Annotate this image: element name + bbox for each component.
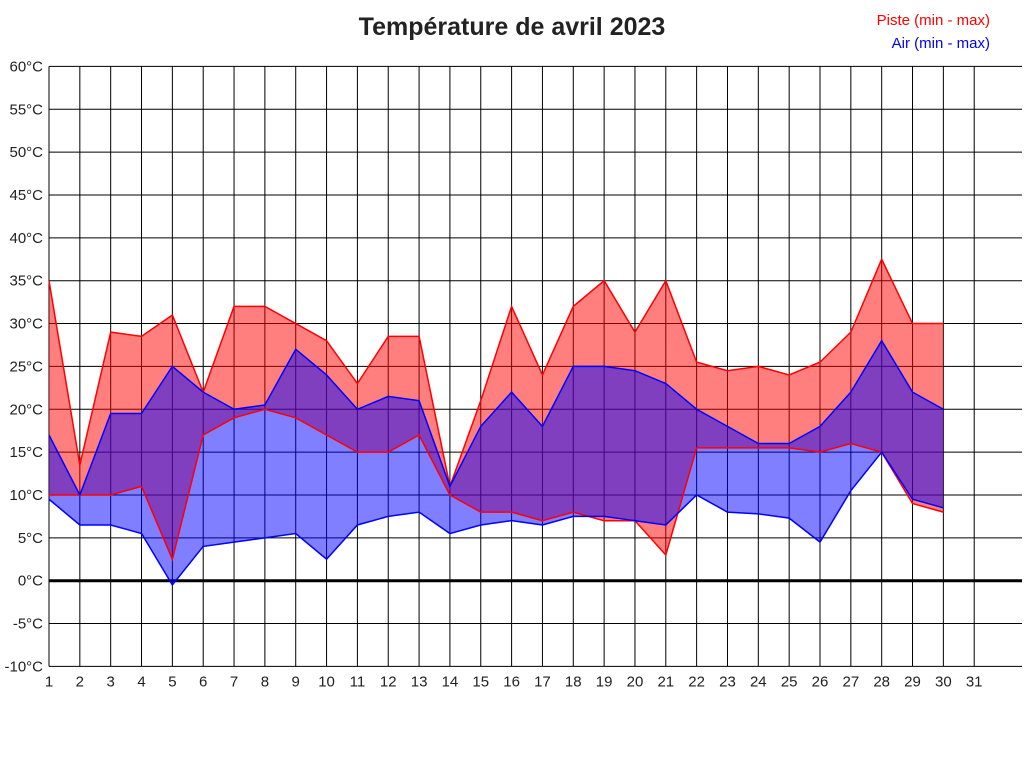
svg-text:55°C: 55°C (9, 101, 43, 118)
svg-text:30°C: 30°C (9, 316, 43, 333)
svg-text:10°C: 10°C (9, 487, 43, 504)
svg-text:12: 12 (380, 673, 397, 690)
svg-text:5°C: 5°C (18, 530, 43, 547)
svg-text:30: 30 (935, 673, 952, 690)
svg-text:8: 8 (261, 673, 269, 690)
svg-text:13: 13 (411, 673, 428, 690)
svg-text:28: 28 (873, 673, 890, 690)
svg-text:11: 11 (350, 673, 366, 690)
svg-text:27: 27 (842, 673, 859, 690)
svg-text:15: 15 (472, 673, 489, 690)
svg-text:7: 7 (230, 673, 238, 690)
svg-text:6: 6 (199, 673, 207, 690)
svg-text:22: 22 (688, 673, 705, 690)
svg-text:19: 19 (596, 673, 613, 690)
svg-text:5: 5 (168, 673, 176, 690)
svg-text:4: 4 (137, 673, 145, 690)
svg-text:25°C: 25°C (9, 358, 43, 375)
svg-text:45°C: 45°C (9, 187, 43, 204)
svg-text:60°C: 60°C (9, 58, 43, 75)
svg-text:9: 9 (292, 673, 300, 690)
svg-text:23: 23 (719, 673, 736, 690)
svg-text:15°C: 15°C (9, 444, 43, 461)
svg-text:-5°C: -5°C (13, 616, 43, 633)
svg-text:10: 10 (318, 673, 335, 690)
svg-text:1: 1 (45, 673, 53, 690)
svg-text:20°C: 20°C (9, 401, 43, 418)
svg-text:25: 25 (781, 673, 798, 690)
svg-text:-10°C: -10°C (4, 658, 43, 675)
svg-text:24: 24 (750, 673, 767, 690)
svg-text:0°C: 0°C (18, 573, 43, 590)
svg-text:14: 14 (442, 673, 459, 690)
svg-text:29: 29 (904, 673, 921, 690)
svg-text:3: 3 (107, 673, 115, 690)
svg-text:Air (min - max): Air (min - max) (892, 35, 990, 52)
svg-text:40°C: 40°C (9, 230, 43, 247)
svg-text:35°C: 35°C (9, 273, 43, 290)
svg-text:Température de avril 2023: Température de avril 2023 (359, 13, 666, 41)
svg-text:2: 2 (76, 673, 84, 690)
svg-text:20: 20 (627, 673, 644, 690)
svg-text:16: 16 (503, 673, 520, 690)
svg-text:18: 18 (565, 673, 582, 690)
svg-text:17: 17 (534, 673, 551, 690)
svg-text:50°C: 50°C (9, 144, 43, 161)
svg-text:31: 31 (966, 673, 983, 690)
svg-text:26: 26 (812, 673, 829, 690)
svg-text:21: 21 (657, 673, 674, 690)
svg-text:Piste (min - max): Piste (min - max) (877, 12, 990, 29)
